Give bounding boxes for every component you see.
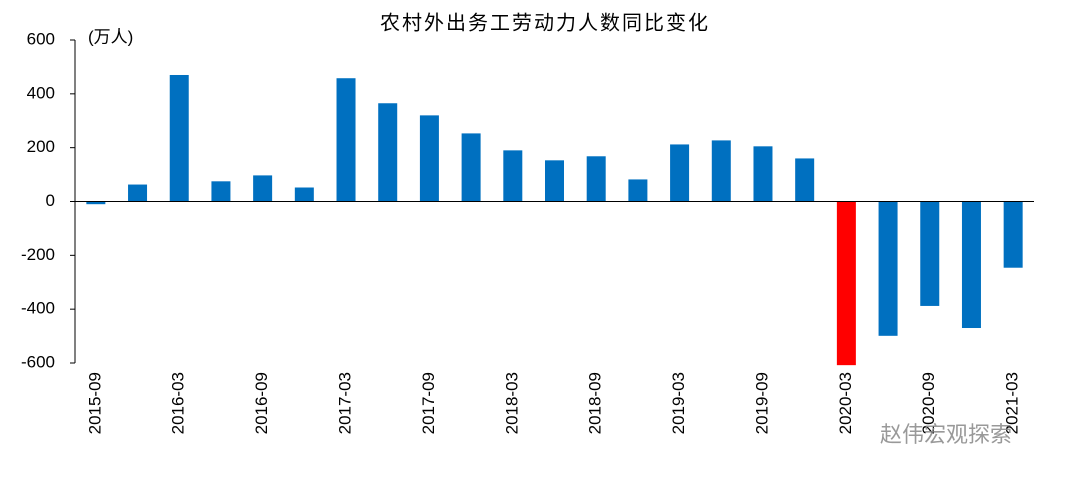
- bar: [545, 160, 564, 202]
- bar: [920, 201, 940, 306]
- x-tick-label: 2021-03: [1003, 372, 1022, 434]
- bar: [253, 175, 273, 202]
- bar: [128, 184, 148, 202]
- x-tick-label: 2019-09: [752, 372, 771, 434]
- bar: [628, 179, 648, 202]
- x-tick-label: 2019-03: [669, 372, 688, 434]
- x-tick-label: 2015-09: [85, 372, 104, 434]
- y-tick-label: 600: [27, 29, 55, 48]
- bar: [503, 150, 523, 202]
- bar: [461, 133, 481, 202]
- bar: [86, 201, 106, 205]
- x-tick-label: 2017-03: [336, 372, 355, 434]
- bar: [294, 187, 314, 202]
- bar: [878, 201, 898, 336]
- bar: [836, 201, 856, 366]
- y-tick-label: -600: [21, 352, 55, 371]
- bar: [336, 78, 356, 202]
- bar: [753, 146, 773, 202]
- y-tick-label: 400: [27, 83, 55, 102]
- x-tick-label: 2020-03: [836, 372, 855, 434]
- x-tick-label: 2020-09: [919, 372, 938, 434]
- bar: [961, 201, 981, 329]
- bar: [1003, 201, 1023, 268]
- bar: [586, 156, 606, 202]
- chart-title: 农村外出务工劳动力人数同比变化: [380, 11, 710, 34]
- x-tick-label: 2016-09: [252, 372, 271, 434]
- y-tick-label: 200: [27, 137, 55, 156]
- x-tick-label: 2017-09: [419, 372, 438, 434]
- bar: [711, 140, 731, 202]
- bar: [378, 103, 398, 202]
- bar: [419, 115, 439, 202]
- bar: [795, 158, 815, 202]
- bar: [211, 181, 231, 202]
- x-tick-label: 2018-03: [502, 372, 521, 434]
- unit-label: (万人): [88, 27, 133, 46]
- y-tick-label: -200: [21, 245, 55, 264]
- bar: [169, 74, 189, 202]
- x-tick-label: 2016-03: [169, 372, 188, 434]
- y-tick-label: 0: [46, 191, 55, 210]
- watermark: 赵伟宏观探索: [880, 422, 1012, 447]
- bar: [670, 144, 690, 202]
- y-tick-label: -400: [21, 299, 55, 318]
- x-tick-label: 2018-09: [586, 372, 605, 434]
